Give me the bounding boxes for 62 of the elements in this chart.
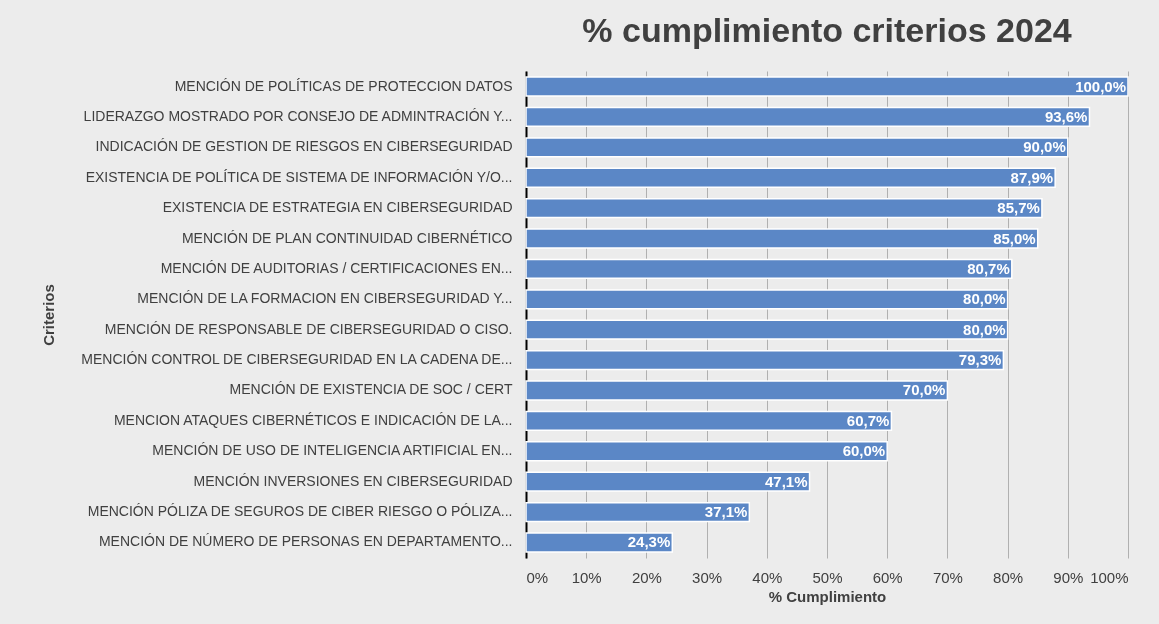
bar (525, 349, 1005, 371)
x-tick-label: 80% (993, 568, 1024, 586)
bar (525, 228, 1039, 249)
bar (525, 410, 893, 432)
y-tick-label: INDICACIÓN DE GESTION DE RIESGOS EN CIBERSEGURIDAD (95, 138, 513, 155)
x-tick-label: 30% (692, 568, 723, 586)
data-label: 80,7% (967, 259, 1010, 277)
y-tick-label: MENCIÓN DE POLÍTICAS DE PROTECCION DATOS (174, 77, 513, 94)
bar (525, 106, 1091, 128)
bar (525, 441, 888, 462)
data-label: 100,0% (1075, 77, 1126, 95)
x-tick-label: 0% (526, 568, 549, 586)
y-tick-label: MENCIÓN DE USO DE INTELIGENCIA ARTIFICIAL EN... (152, 442, 513, 459)
y-tick-label: MENCIÓN INVERSIONES EN CIBERSEGURIDAD (193, 472, 513, 489)
y-tick-label: MENCIÓN DE NÚMERO DE PERSONAS EN DEPARTAMENTO... (98, 533, 513, 550)
data-label: 70,0% (902, 381, 946, 399)
x-tick-label: 10% (571, 568, 602, 586)
y-tick-label: MENCION ATAQUES CIBERNÉTICOS E INDICACIÓN DE LA... (113, 411, 513, 428)
x-tick-label: 100% (1090, 568, 1129, 586)
data-label: 60,0% (842, 442, 886, 460)
x-tick-label: 50% (812, 568, 843, 586)
data-label: 90,0% (1023, 138, 1066, 156)
data-label: 47,1% (765, 472, 808, 490)
y-axis-title: Criterios (39, 284, 57, 346)
y-tick-label: MENCIÓN DE EXISTENCIA DE SOC / CERT (229, 381, 513, 398)
bar (525, 501, 751, 523)
data-label: 85,7% (997, 199, 1040, 217)
bar (525, 289, 1009, 310)
y-tick-label: MENCIÓN DE RESPONSABLE DE CIBERSEGURIDAD O CISO. (104, 320, 513, 337)
y-tick-label: EXISTENCIA DE ESTRATEGIA EN CIBERSEGURIDAD (162, 199, 513, 216)
data-label: 80,0% (963, 320, 1006, 338)
bar (525, 380, 949, 401)
chart-title: % cumplimiento criterios 2024 (582, 11, 1072, 49)
bar (525, 471, 811, 492)
bar (525, 167, 1056, 188)
x-tick-label: 60% (872, 568, 903, 586)
bar (525, 319, 1009, 340)
x-tick-label: 90% (1053, 568, 1084, 586)
bar (525, 532, 674, 553)
y-tick-label: MENCIÓN CONTROL DE CIBERSEGURIDAD EN LA CADENA DE... (81, 351, 513, 368)
data-label: 93,6% (1044, 107, 1088, 125)
data-label: 87,9% (1010, 168, 1054, 186)
data-label: 60,7% (846, 411, 890, 429)
y-tick-label: EXISTENCIA DE POLÍTICA DE SISTEMA DE INFORMACIÓN Y/O... (85, 168, 513, 185)
data-label: 80,0% (963, 290, 1006, 308)
data-label: 24,3% (627, 533, 671, 551)
x-tick-label: 70% (932, 568, 963, 586)
bar (525, 258, 1013, 280)
y-tick-label: MENCIÓN DE AUDITORIAS / CERTIFICACIONES EN... (160, 259, 513, 276)
y-tick-label: MENCIÓN DE PLAN CONTINUIDAD CIBERNÉTICO (181, 229, 513, 246)
x-tick-label: 40% (752, 568, 783, 586)
bar (525, 197, 1043, 219)
x-axis-title: % Cumplimiento (768, 587, 887, 605)
bar (525, 76, 1129, 97)
y-tick-label: MENCIÓN DE LA FORMACION EN CIBERSEGURIDAD Y... (137, 290, 513, 307)
data-label: 37,1% (704, 503, 748, 521)
data-label: 85,0% (993, 229, 1036, 247)
data-label: 79,3% (958, 351, 1002, 369)
y-tick-label: MENCIÓN PÓLIZA DE SEGUROS DE CIBER RIESGO O PÓLIZA... (87, 503, 513, 520)
bar (525, 137, 1069, 158)
x-tick-label: 20% (631, 568, 662, 586)
y-tick-label: LIDERAZGO MOSTRADO POR CONSEJO DE ADMINTRACIÓN Y... (83, 107, 513, 124)
